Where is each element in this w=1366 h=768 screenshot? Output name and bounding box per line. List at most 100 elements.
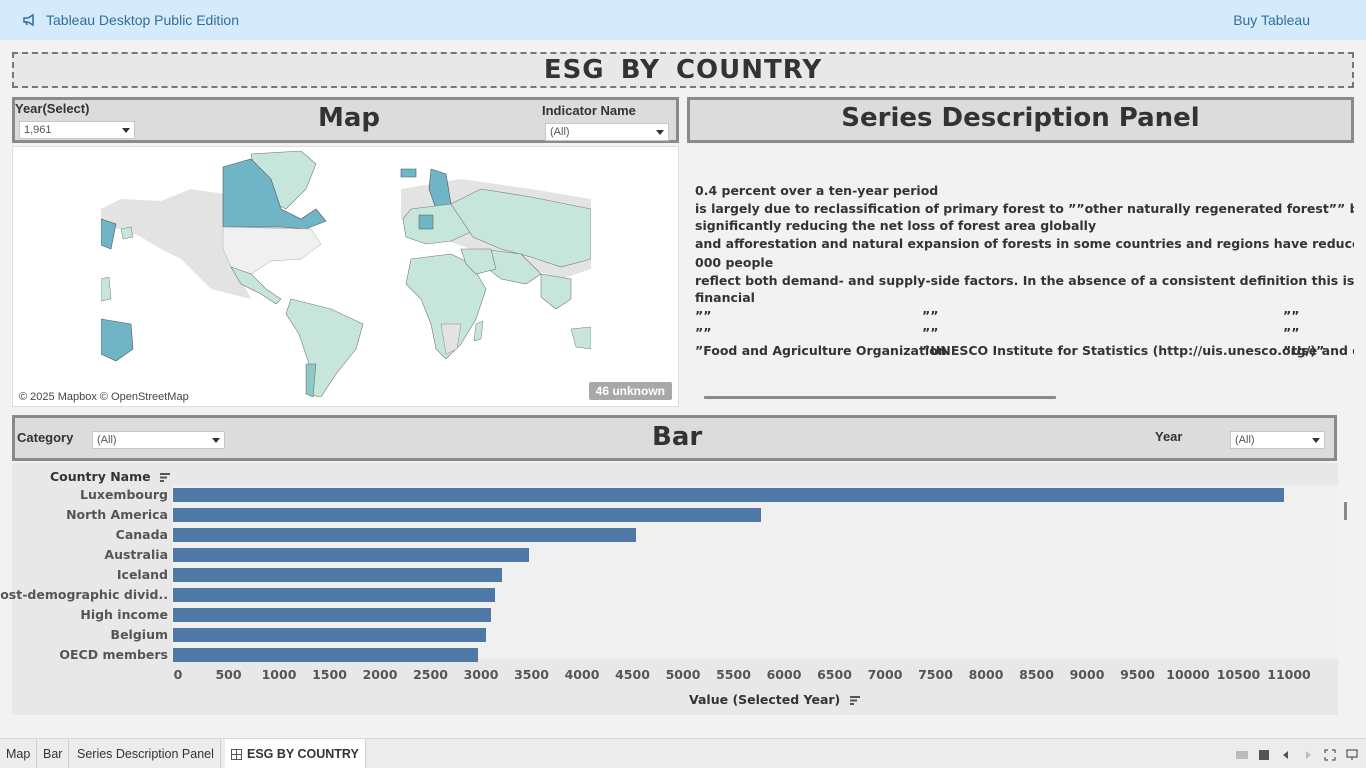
bar-mark[interactable] (173, 548, 529, 562)
x-tick-label: 7500 (918, 667, 953, 682)
x-axis-title[interactable]: Value (Selected Year) (689, 692, 860, 707)
source-cell: ”UNESCO Institute for Statistics (http:/… (922, 343, 1325, 358)
horizontal-scrollbar[interactable] (704, 396, 1056, 399)
previous-sheet-icon[interactable] (1280, 748, 1292, 760)
map-attribution: © 2025 Mapbox © OpenStreetMap (19, 391, 189, 403)
x-tick-label: 6000 (766, 667, 802, 682)
chevron-down-icon (212, 438, 220, 443)
description-line: is largely due to reclassification of pr… (695, 201, 1354, 216)
row-label: Iceland (116, 567, 168, 582)
row-label: Luxembourg (80, 487, 168, 502)
x-tick-label: 8000 (968, 667, 1004, 682)
y-axis-title[interactable]: Country Name (50, 469, 170, 484)
tab-bar[interactable]: Bar (37, 739, 70, 768)
sheet-tab-bar: Map Bar Series Description Panel ESG BY … (0, 738, 1366, 768)
tab-label: Map (6, 747, 31, 761)
tab-esg-by-country[interactable]: ESG BY COUNTRY (225, 739, 366, 768)
megaphone-icon (23, 13, 34, 27)
series-description-text: 0.4 percent over a ten-year period is lar… (688, 148, 1354, 408)
year-select-value: 1,961 (24, 124, 52, 136)
chevron-down-icon (656, 130, 664, 135)
app-title: Tableau Desktop Public Edition (46, 12, 240, 28)
fit-screen-icon[interactable] (1324, 748, 1336, 761)
bar-mark[interactable] (173, 528, 636, 542)
year-dropdown[interactable]: (All) (1230, 431, 1325, 449)
x-tick-label: 9500 (1120, 667, 1155, 682)
bar-header: Category (All) Bar Year (All) (12, 415, 1337, 461)
x-tick-label: 3500 (514, 667, 549, 682)
row-label: OECD members (59, 647, 168, 662)
x-tick-label: 2000 (362, 667, 398, 682)
navigation-controls (1236, 748, 1358, 761)
quote-cell: ”” (695, 325, 712, 340)
presentation-mode-icon[interactable] (1346, 748, 1358, 760)
buy-tableau-link[interactable]: Buy Tableau (1233, 12, 1310, 28)
tab-label: ESG BY COUNTRY (247, 747, 359, 761)
tab-series-description-panel[interactable]: Series Description Panel (71, 739, 221, 768)
bar-mark[interactable] (173, 648, 479, 662)
row-label: High income (80, 607, 168, 622)
bar-mark[interactable] (173, 568, 503, 582)
dashboard-grid-icon (231, 748, 242, 760)
quote-cell: ”” (695, 308, 712, 323)
x-tick-label: 10000 (1166, 667, 1210, 682)
x-tick-label: 500 (215, 667, 242, 682)
x-tick-label: 5500 (716, 667, 751, 682)
quote-cell: ”” (922, 325, 939, 340)
map-canvas[interactable] (101, 149, 591, 397)
bar-mark[interactable] (173, 508, 761, 522)
bar-mark[interactable] (173, 628, 487, 642)
row-label: Australia (104, 547, 168, 562)
x-tick-label: 9000 (1069, 667, 1105, 682)
category-dropdown[interactable]: (All) (92, 431, 225, 449)
filmstrip-icon[interactable] (1258, 748, 1270, 760)
sort-icon[interactable] (849, 696, 860, 705)
bar-mark[interactable] (173, 488, 1284, 502)
description-line: 0.4 percent over a ten-year period (695, 183, 939, 198)
tab-label: Bar (43, 747, 63, 761)
quote-cell: ”” (1283, 308, 1300, 323)
unknown-values-badge[interactable]: 46 unknown (588, 382, 672, 400)
map-panel-title: Map (318, 103, 381, 133)
description-line: and afforestation and natural expansion … (695, 236, 1354, 251)
vertical-scrollbar[interactable] (1344, 502, 1347, 520)
next-sheet-icon[interactable] (1302, 748, 1314, 760)
bar-mark[interactable] (173, 608, 492, 622)
year-filter-label: Year(Select) (15, 101, 90, 116)
x-tick-label: 8500 (1019, 667, 1054, 682)
x-tick-label: 10500 (1216, 667, 1261, 682)
x-tick-label: 1000 (261, 667, 297, 682)
world-map[interactable]: © 2025 Mapbox © OpenStreetMap 46 unknown (12, 146, 679, 407)
bar-panel-title: Bar (652, 422, 703, 452)
bar-chart: Country Name Luxembourg North America Cana… (0, 463, 1338, 715)
sort-icon[interactable] (159, 473, 170, 482)
x-tick-label: 5000 (665, 667, 701, 682)
sheet-sorter-icon[interactable] (1236, 748, 1248, 760)
x-tick-label: 4000 (564, 667, 600, 682)
source-cell: ”Food and Agriculture Organization (695, 343, 947, 358)
x-tick-label: 3000 (463, 667, 499, 682)
year-value: (All) (1235, 434, 1255, 446)
year-select-dropdown[interactable]: 1,961 (19, 121, 135, 139)
description-line: significantly reducing the net loss of f… (695, 218, 1097, 233)
source-cell: ”Use and di (1283, 343, 1354, 358)
tab-map[interactable]: Map (0, 739, 38, 768)
chevron-down-icon (1312, 438, 1320, 443)
description-line: financial (695, 290, 755, 305)
indicator-name-dropdown[interactable]: (All) (545, 123, 669, 141)
indicator-name-value: (All) (550, 126, 570, 138)
app-branding: Tableau Desktop Public Edition (22, 12, 239, 28)
series-panel-title: Series Description Panel (841, 103, 1200, 133)
category-value: (All) (97, 434, 117, 446)
dashboard-title-box: ESG BY COUNTRY (12, 52, 1354, 88)
dashboard-title: ESG BY COUNTRY (543, 55, 823, 85)
tab-label: Series Description Panel (77, 747, 214, 761)
year-filter-label-bar: Year (1155, 429, 1183, 444)
row-label: Belgium (110, 627, 168, 642)
quote-cell: ”” (1283, 325, 1300, 340)
row-label: Canada (115, 527, 168, 542)
x-tick-label: 7000 (867, 667, 903, 682)
top-bar: Tableau Desktop Public Edition Buy Table… (0, 0, 1366, 40)
x-tick-label: 1500 (312, 667, 347, 682)
bar-mark[interactable] (173, 588, 496, 602)
